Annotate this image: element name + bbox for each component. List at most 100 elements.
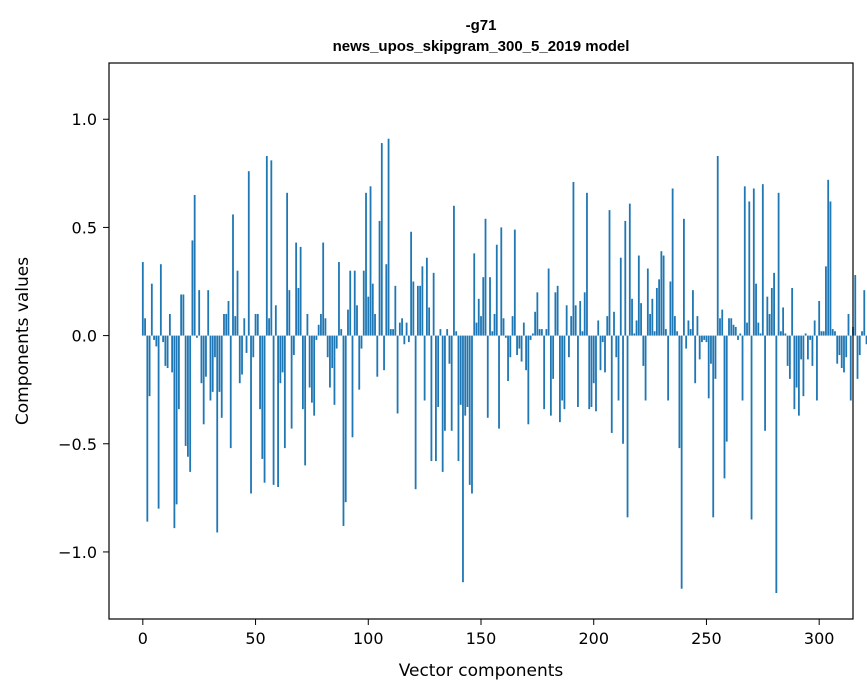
bar-component-197 bbox=[586, 192, 588, 336]
bar-component-175 bbox=[536, 292, 539, 336]
bar-component-262 bbox=[732, 324, 735, 336]
bar-component-69 bbox=[297, 288, 300, 336]
bar-component-31 bbox=[211, 335, 214, 392]
bar-component-178 bbox=[543, 335, 546, 410]
bar-component-103 bbox=[374, 313, 376, 336]
bar-component-224 bbox=[646, 268, 649, 336]
bar-component-123 bbox=[419, 285, 422, 336]
bar-component-185 bbox=[559, 335, 561, 423]
bar-component-140 bbox=[457, 335, 460, 462]
bar-component-113 bbox=[396, 335, 399, 414]
bar-component-192 bbox=[574, 305, 577, 336]
bar-component-3 bbox=[148, 335, 151, 397]
bar-component-85 bbox=[333, 335, 336, 405]
bar-component-48 bbox=[250, 335, 252, 494]
x-axis-ticks: 0 50 100 150 200 250 300 bbox=[138, 619, 834, 648]
bar-component-199 bbox=[590, 335, 593, 407]
bar-component-127 bbox=[428, 307, 431, 336]
bar-component-59 bbox=[274, 305, 277, 336]
bar-component-182 bbox=[552, 335, 555, 379]
bar-component-12 bbox=[168, 313, 171, 336]
bar-component-56 bbox=[268, 318, 270, 336]
bar-component-160 bbox=[502, 318, 505, 336]
bar-component-260 bbox=[728, 318, 730, 336]
bar-component-195 bbox=[581, 331, 584, 336]
bar-component-52 bbox=[259, 335, 261, 410]
bar-component-281 bbox=[775, 335, 778, 594]
bar-component-98 bbox=[362, 270, 365, 336]
bar-component-133 bbox=[441, 335, 444, 472]
bar-component-317 bbox=[856, 335, 859, 379]
bar-component-223 bbox=[644, 335, 647, 401]
bar-component-295 bbox=[807, 335, 809, 360]
bar-component-159 bbox=[500, 227, 503, 336]
bar-component-32 bbox=[214, 335, 216, 358]
bar-component-270 bbox=[750, 335, 753, 520]
bar-component-152 bbox=[484, 218, 487, 336]
bar-component-74 bbox=[308, 335, 311, 388]
bar-component-313 bbox=[847, 313, 850, 336]
bar-component-301 bbox=[820, 331, 823, 336]
bar-component-316 bbox=[854, 275, 857, 336]
bar-component-148 bbox=[475, 322, 478, 336]
bar-component-38 bbox=[227, 300, 230, 336]
bar-component-222 bbox=[642, 335, 645, 366]
bar-component-25 bbox=[198, 290, 201, 336]
y-axis-label: Components values bbox=[13, 257, 33, 425]
bar-component-102 bbox=[371, 283, 374, 336]
bar-component-84 bbox=[331, 335, 334, 369]
bar-component-4 bbox=[150, 283, 153, 336]
bar-component-62 bbox=[281, 335, 284, 373]
bar-component-240 bbox=[683, 218, 685, 336]
bar-component-47 bbox=[247, 171, 250, 336]
bar-component-109 bbox=[387, 138, 390, 336]
bar-component-101 bbox=[369, 186, 372, 336]
bar-component-51 bbox=[256, 313, 259, 336]
bar-component-234 bbox=[669, 281, 672, 336]
bar-component-231 bbox=[662, 255, 665, 336]
bar-component-190 bbox=[570, 316, 573, 336]
bar-component-33 bbox=[216, 335, 219, 533]
bar-component-115 bbox=[401, 318, 403, 336]
bar-component-318 bbox=[858, 335, 861, 356]
bar-component-145 bbox=[468, 335, 471, 485]
bar-component-155 bbox=[491, 331, 494, 336]
bar-component-28 bbox=[205, 335, 207, 377]
bar-component-180 bbox=[547, 268, 550, 336]
bar-component-300 bbox=[818, 300, 821, 336]
bar-component-285 bbox=[784, 333, 787, 336]
bar-component-210 bbox=[615, 335, 618, 358]
bar-component-256 bbox=[719, 318, 721, 336]
bar-component-298 bbox=[813, 320, 816, 336]
bar-component-165 bbox=[513, 229, 516, 336]
bar-component-78 bbox=[317, 324, 320, 336]
bar-component-121 bbox=[414, 335, 417, 490]
bar-component-107 bbox=[383, 335, 385, 371]
bar-component-61 bbox=[279, 335, 282, 384]
bar-component-80 bbox=[322, 242, 325, 336]
bar-component-249 bbox=[703, 335, 706, 340]
bar-component-196 bbox=[583, 292, 586, 336]
bar-component-287 bbox=[788, 335, 791, 379]
bar-component-266 bbox=[741, 335, 744, 401]
bar-component-242 bbox=[687, 320, 690, 336]
bar-component-116 bbox=[403, 335, 406, 345]
bar-component-299 bbox=[816, 335, 818, 401]
bar-component-272 bbox=[755, 283, 757, 336]
bar-component-276 bbox=[764, 335, 766, 431]
bar-component-1 bbox=[144, 318, 146, 336]
bar-component-13 bbox=[171, 335, 174, 373]
bar-component-143 bbox=[464, 335, 467, 416]
bar-component-88 bbox=[340, 329, 343, 336]
bar-component-207 bbox=[608, 210, 611, 336]
bar-component-166 bbox=[516, 335, 518, 356]
bar-component-42 bbox=[236, 270, 239, 336]
bar-component-181 bbox=[549, 335, 552, 416]
bar-component-248 bbox=[701, 335, 703, 343]
bar-component-307 bbox=[834, 331, 836, 336]
bar-component-114 bbox=[398, 322, 401, 336]
bar-component-167 bbox=[518, 335, 521, 349]
bar-component-106 bbox=[380, 143, 383, 336]
bar-component-225 bbox=[649, 313, 651, 336]
